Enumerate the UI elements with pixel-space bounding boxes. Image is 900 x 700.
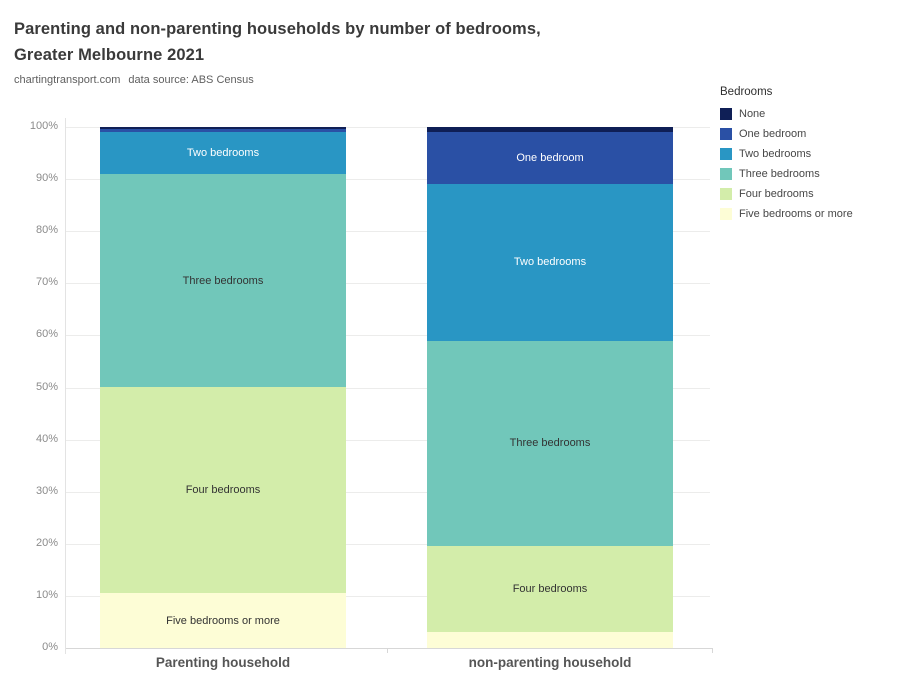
chart-title-line1: Parenting and non-parenting households b…	[14, 20, 541, 38]
y-tick-label: 30%	[35, 484, 58, 497]
x-axis-line	[65, 648, 713, 649]
bar-segment-none	[100, 127, 346, 130]
bar-segment-four-bedrooms: Four bedrooms	[100, 387, 346, 594]
bar-non-parenting-household: One bedroom Two bedrooms Three bedrooms Fou…	[427, 127, 673, 648]
x-axis-label-non-parenting-household: non-parenting household	[468, 655, 632, 670]
chart-title-line2: Greater Melbourne 2021	[14, 46, 205, 64]
y-tick-label: 10%	[35, 588, 58, 601]
x-axis-label-parenting-household: Parenting household	[155, 655, 291, 670]
y-tick-label: 100%	[29, 120, 58, 132]
bar-segment-label: Five bedrooms or more	[166, 614, 280, 627]
legend-item-label: Two bedrooms	[739, 148, 812, 160]
legend-swatch	[720, 128, 732, 140]
grid-line	[65, 543, 710, 545]
bar-segment-label: Two bedrooms	[186, 147, 260, 160]
legend-item-label: Three bedrooms	[739, 168, 820, 180]
grid-line	[65, 387, 710, 389]
grid-line	[65, 283, 710, 285]
source-note: data source: ABS Census	[128, 74, 254, 86]
bar-segment-two-bedrooms: Two bedrooms	[100, 132, 346, 174]
bar-segment-five-bedrooms-or-more: Five bedrooms or more	[100, 593, 346, 648]
bar-segment-label: Four bedrooms	[512, 583, 588, 596]
grid-line	[65, 491, 710, 493]
grid-line	[65, 595, 710, 597]
y-tick-label: 0%	[42, 641, 58, 653]
legend-items: None One bedroom Two bedrooms Three bedroom…	[720, 104, 898, 224]
bar-segment-three-bedrooms: Three bedrooms	[427, 340, 673, 547]
x-axis-tick	[712, 648, 713, 653]
legend-item-two-bedrooms: Two bedrooms	[720, 144, 898, 164]
legend: Bedrooms None One bedroom Two bedrooms Thre…	[720, 86, 898, 224]
grid-line	[65, 231, 710, 233]
legend-item-five-bedrooms-or-more: Five bedrooms or more	[720, 204, 898, 224]
legend-item-label: None	[739, 108, 766, 120]
chart-subtitle: chartingtransport.com data source: ABS Ce…	[14, 74, 254, 86]
y-tick-label: 60%	[35, 328, 58, 341]
bar-segment-one-bedroom: One bedroom	[427, 132, 673, 185]
y-tick-label: 90%	[35, 172, 58, 185]
y-tick-label: 70%	[35, 276, 58, 289]
chart-title: Parenting and non-parenting households b…	[14, 16, 541, 68]
grid-line	[65, 127, 710, 128]
legend-item-label: Five bedrooms or more	[739, 208, 853, 220]
legend-item-four-bedrooms: Four bedrooms	[720, 184, 898, 204]
grid-line	[65, 179, 710, 181]
legend-item-one-bedroom: One bedroom	[720, 124, 898, 144]
bar-segment-label: Three bedrooms	[509, 437, 591, 450]
legend-swatch	[720, 148, 732, 160]
legend-swatch	[720, 188, 732, 200]
grid-line	[65, 335, 710, 337]
legend-item-label: One bedroom	[739, 128, 807, 140]
y-tick-label: 40%	[35, 432, 58, 445]
grid-line	[65, 439, 710, 441]
bar-segment-one-bedroom	[100, 129, 346, 133]
bar-segment-none	[427, 127, 673, 133]
y-axis-line	[65, 118, 66, 654]
bar-segment-five-bedrooms-or-more	[427, 632, 673, 648]
bar-segment-three-bedrooms: Three bedrooms	[100, 173, 346, 388]
legend-swatch	[720, 108, 732, 120]
bar-segment-label: Two bedrooms	[513, 256, 587, 269]
bar-segment-label: Four bedrooms	[185, 484, 261, 497]
legend-title: Bedrooms	[720, 86, 773, 98]
legend-swatch	[720, 208, 732, 220]
legend-swatch	[720, 168, 732, 180]
legend-item-three-bedrooms: Three bedrooms	[720, 164, 898, 184]
bar-segment-label: Three bedrooms	[182, 274, 264, 287]
legend-item-none: None	[720, 104, 898, 124]
bar-parenting-household: Two bedrooms Three bedrooms Four bedrooms F…	[100, 127, 346, 648]
y-tick-label: 50%	[35, 380, 58, 393]
source-site: chartingtransport.com	[14, 74, 121, 86]
x-axis-tick	[386, 648, 388, 653]
y-tick-label: 80%	[35, 224, 58, 237]
bar-segment-four-bedrooms: Four bedrooms	[427, 546, 673, 633]
y-tick-label: 20%	[35, 536, 58, 549]
bar-segment-label: One bedroom	[516, 152, 584, 165]
bar-segment-two-bedrooms: Two bedrooms	[427, 184, 673, 341]
legend-item-label: Four bedrooms	[739, 188, 814, 200]
